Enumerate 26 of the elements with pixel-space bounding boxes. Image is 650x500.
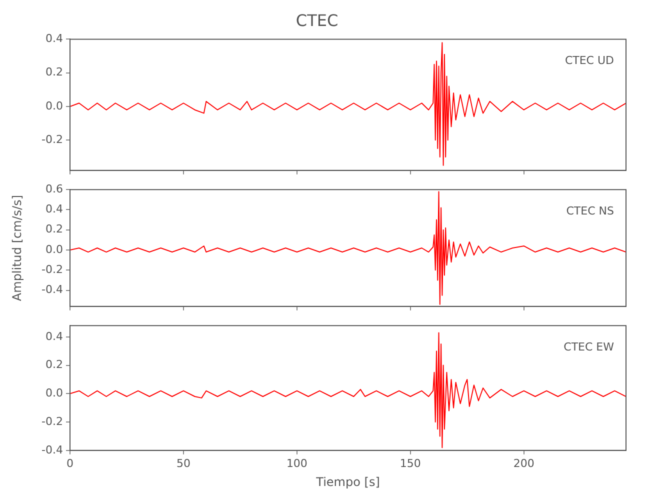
y-tick-label: 0.6 [46, 182, 63, 196]
y-tick-label: 0.0 [46, 99, 63, 112]
y-tick-label: 0.2 [46, 66, 63, 79]
x-tick-label: 0 [66, 456, 74, 470]
y-tick-label: -0.2 [42, 132, 63, 146]
y-axis-title: Amplitud [cm/s/s] [10, 194, 24, 302]
y-tick-label: 0.4 [46, 330, 63, 343]
text: CTEC EW [564, 340, 614, 354]
y-tick-label: 0.2 [46, 222, 63, 236]
text: CTEC UD [564, 54, 614, 68]
chart-title: CTEC [296, 10, 338, 30]
y-tick-label: 0.4 [46, 32, 63, 46]
x-tick-label: 50 [176, 456, 190, 470]
y-tick-label: -0.4 [42, 283, 63, 296]
x-tick-label: 100 [286, 456, 308, 470]
y-tick-label: 0.2 [46, 358, 63, 372]
x-tick-label: 200 [513, 456, 534, 470]
x-tick-label: 150 [400, 456, 421, 470]
text: CTEC NS [566, 204, 614, 218]
y-tick-label: 0.4 [46, 202, 63, 216]
y-tick-label: -0.4 [42, 443, 63, 456]
x-axis-title: Tiempo [s] [315, 474, 380, 489]
y-tick-label: -0.2 [42, 414, 63, 428]
y-tick-label: 0.0 [46, 242, 63, 256]
y-tick-label: -0.2 [42, 263, 63, 276]
y-tick-label: 0.0 [46, 386, 63, 400]
